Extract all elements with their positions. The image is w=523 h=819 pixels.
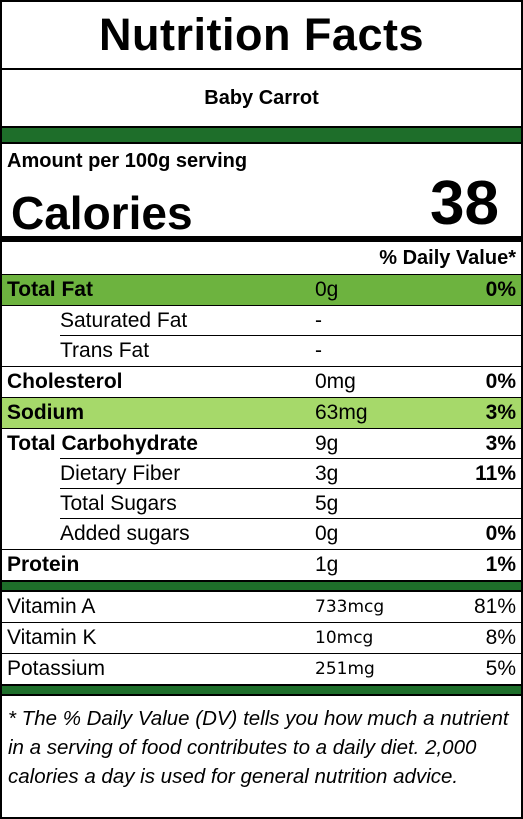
- nutrient-row-trans-fat: Trans Fat -: [2, 335, 521, 366]
- serving-amount-label: Amount per 100g serving: [7, 150, 248, 172]
- nutrient-amount: 63mg: [315, 401, 368, 424]
- vitamin-name: Vitamin A: [7, 595, 96, 618]
- nutrient-amount: -: [315, 339, 322, 362]
- footnote: * The % Daily Value (DV) tells you how m…: [8, 707, 509, 788]
- nutrient-dv: 3%: [485, 432, 516, 455]
- nutrient-amount: 5g: [315, 492, 339, 515]
- divider: [2, 68, 521, 70]
- label-title: Nutrition Facts: [98, 9, 424, 60]
- green-divider: [2, 126, 521, 144]
- nutrient-dv: 0%: [485, 370, 516, 393]
- nutrient-name: Dietary Fiber: [60, 462, 181, 485]
- nutrient-row-cholesterol: Cholesterol 0mg 0%: [2, 366, 521, 397]
- nutrient-name: Cholesterol: [7, 370, 123, 393]
- nutrient-name: Sodium: [7, 401, 84, 424]
- vitamin-list: Vitamin A 733mcg 81% Vitamin K 10mcg 8% …: [2, 592, 521, 684]
- vitamin-amount: 251mg: [315, 659, 375, 679]
- vitamin-dv: 5%: [485, 657, 516, 680]
- nutrient-row-saturated-fat: Saturated Fat -: [2, 305, 521, 336]
- vitamin-row-potassium: Potassium 251mg 5%: [2, 653, 521, 684]
- vitamin-dv: 81%: [473, 595, 516, 618]
- vitamin-name: Potassium: [7, 657, 106, 680]
- nutrient-amount: 0g: [315, 278, 339, 301]
- green-divider: [2, 684, 521, 696]
- nutrient-dv: 1%: [485, 553, 516, 576]
- nutrient-dv: 3%: [485, 401, 516, 424]
- vitamin-name: Vitamin K: [7, 626, 97, 649]
- nutrient-name: Total Sugars: [60, 492, 177, 515]
- nutrient-amount: 1g: [315, 553, 339, 576]
- vitamin-dv: 8%: [485, 626, 516, 649]
- nutrient-amount: 0mg: [315, 370, 356, 393]
- nutrient-dv: 0%: [485, 522, 516, 545]
- nutrient-row-dietary-fiber: Dietary Fiber 3g 11%: [2, 458, 521, 489]
- nutrient-name: Protein: [7, 553, 80, 576]
- green-divider: [2, 580, 521, 592]
- nutrient-row-total-sugars: Total Sugars 5g: [2, 488, 521, 519]
- nutrient-amount: 9g: [315, 432, 339, 455]
- nutrient-name: Saturated Fat: [60, 309, 188, 332]
- thick-divider: [2, 236, 521, 242]
- nutrient-amount: 3g: [315, 462, 339, 485]
- nutrient-dv: 0%: [485, 278, 516, 301]
- calories-section: Amount per 100g serving Calories 38: [2, 144, 521, 239]
- nutrient-row-total-carbohydrate: Total Carbohydrate 9g 3%: [2, 428, 521, 459]
- nutrient-dv: 11%: [475, 462, 516, 485]
- nutrient-name: Total Carbohydrate: [7, 432, 198, 455]
- calories-label: Calories: [11, 187, 193, 239]
- vitamin-amount: 733mcg: [315, 597, 385, 617]
- nutrient-name: Trans Fat: [60, 339, 150, 362]
- nutrient-list: Total Fat 0g 0% Saturated Fat - Trans Fa…: [2, 275, 521, 580]
- nutrient-row-protein: Protein 1g 1%: [2, 549, 521, 580]
- vitamin-row-vitamin-k: Vitamin K 10mcg 8%: [2, 622, 521, 653]
- nutrient-row-added-sugars: Added sugars 0g 0%: [2, 518, 521, 549]
- nutrient-amount: -: [315, 309, 322, 332]
- daily-value-header: % Daily Value*: [2, 242, 521, 275]
- nutrient-name: Total Fat: [7, 278, 93, 301]
- food-name: Baby Carrot: [204, 86, 319, 109]
- nutrient-amount: 0g: [315, 522, 339, 545]
- vitamin-amount: 10mcg: [315, 628, 374, 648]
- nutrient-name: Added sugars: [60, 522, 190, 545]
- nutrient-row-total-fat: Total Fat 0g 0%: [2, 275, 521, 305]
- vitamin-row-vitamin-a: Vitamin A 733mcg 81%: [2, 592, 521, 622]
- nutrient-row-sodium: Sodium 63mg 3%: [2, 397, 521, 428]
- calories-value: 38: [430, 169, 499, 238]
